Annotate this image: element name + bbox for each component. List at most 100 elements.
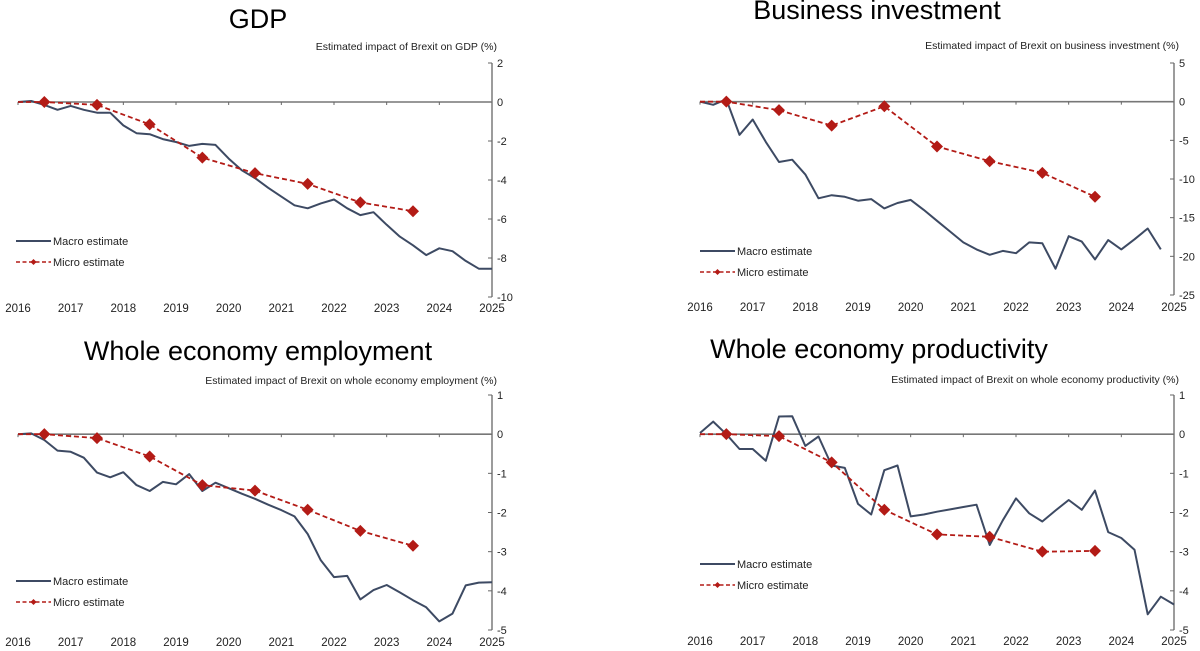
x-tick-label: 2023	[1056, 302, 1082, 314]
micro-estimate-marker	[1036, 545, 1049, 558]
micro-estimate-marker	[38, 428, 51, 441]
legend-micro-marker	[714, 582, 721, 588]
legend-micro-marker	[30, 599, 37, 605]
x-tick-label: 2020	[216, 303, 242, 315]
chart-employment: Whole economy employment Estimated impact…	[0, 320, 600, 651]
x-tick-label: 2019	[845, 302, 871, 314]
y-tick-label: -5	[1179, 135, 1189, 147]
micro-estimate-marker	[354, 524, 367, 537]
y-tick-label: -10	[497, 292, 513, 304]
micro-estimate-marker	[91, 98, 103, 111]
legend-micro-marker	[30, 259, 37, 265]
y-tick-label: 0	[497, 429, 503, 441]
x-tick-label: 2025	[1161, 302, 1187, 314]
x-tick-label: 2022	[321, 637, 347, 649]
micro-estimate-marker	[983, 155, 996, 168]
micro-estimate-marker	[196, 151, 209, 164]
x-tick-label: 2024	[1109, 302, 1135, 314]
micro-estimate-marker	[249, 167, 261, 180]
y-tick-label: -4	[497, 586, 507, 598]
y-tick-label: -4	[497, 175, 507, 187]
micro-estimate-marker	[301, 177, 314, 190]
micro-estimate-marker	[143, 450, 156, 463]
chart-title: Whole economy productivity	[710, 334, 1048, 364]
chart-employment-svg: Whole economy employment Estimated impact…	[5, 336, 507, 649]
legend-micro-label: Micro estimate	[737, 267, 809, 279]
x-tick-label: 2021	[951, 636, 977, 648]
chart-subtitle: Estimated impact of Brexit on business i…	[925, 40, 1179, 52]
y-tick-label: -2	[497, 508, 507, 520]
micro-estimate-marker	[249, 484, 261, 497]
micro-estimate-marker	[878, 100, 891, 113]
micro-estimate-marker	[91, 432, 103, 445]
x-tick-label: 2017	[58, 303, 84, 315]
micro-estimate-marker	[878, 503, 891, 516]
x-tick-label: 2016	[687, 302, 713, 314]
micro-estimate-marker	[143, 118, 156, 131]
x-tick-label: 2020	[898, 636, 924, 648]
x-tick-label: 2018	[793, 636, 819, 648]
y-tick-label: -2	[1179, 508, 1189, 520]
micro-estimate-marker	[354, 196, 367, 209]
x-tick-label: 2018	[111, 303, 137, 315]
legend-micro-marker	[714, 269, 721, 275]
y-tick-label: 2	[497, 58, 503, 70]
x-tick-label: 2020	[898, 302, 924, 314]
x-tick-label: 2019	[163, 637, 189, 649]
micro-estimate-marker	[407, 205, 419, 218]
micro-estimate-marker	[1036, 166, 1049, 179]
x-tick-label: 2025	[1161, 636, 1187, 648]
y-tick-label: -8	[497, 253, 507, 265]
y-tick-label: -20	[1179, 251, 1195, 263]
y-tick-label: -5	[1179, 625, 1189, 637]
chart-subtitle: Estimated impact of Brexit on whole econ…	[205, 375, 497, 387]
legend-micro-label: Micro estimate	[737, 580, 809, 592]
y-tick-label: -10	[1179, 174, 1195, 186]
micro-estimate-marker	[301, 503, 314, 516]
legend-macro-label: Macro estimate	[737, 559, 812, 571]
y-tick-label: -5	[497, 625, 507, 637]
micro-estimate-marker	[931, 528, 943, 541]
micro-estimate-marker	[931, 140, 943, 153]
micro-estimate-line	[18, 101, 414, 213]
micro-estimate-marker	[407, 539, 419, 552]
legend-micro-label: Micro estimate	[53, 257, 125, 269]
x-tick-label: 2024	[427, 303, 453, 315]
x-tick-label: 2018	[793, 302, 819, 314]
x-tick-label: 2021	[269, 303, 295, 315]
x-tick-label: 2016	[5, 637, 31, 649]
macro-estimate-line	[699, 98, 1162, 270]
y-tick-label: -2	[497, 136, 507, 148]
micro-estimate-marker	[38, 96, 51, 108]
micro-estimate-marker	[825, 456, 838, 469]
micro-estimate-line	[700, 100, 1096, 198]
y-tick-label: 5	[1179, 58, 1185, 70]
x-tick-label: 2020	[216, 637, 242, 649]
x-tick-label: 2022	[1003, 302, 1029, 314]
chart-gdp: GDP Estimated impact of Brexit on GDP (%)…	[0, 0, 600, 320]
micro-estimate-marker	[196, 479, 209, 492]
micro-estimate-marker	[1089, 544, 1101, 557]
x-tick-label: 2019	[845, 636, 871, 648]
y-tick-label: -6	[497, 214, 507, 226]
y-tick-label: 0	[1179, 97, 1185, 109]
micro-estimate-marker	[773, 104, 785, 117]
x-tick-label: 2022	[1003, 636, 1029, 648]
chart-title: Whole economy employment	[84, 336, 433, 366]
micro-estimate-marker	[773, 430, 785, 443]
x-tick-label: 2025	[479, 637, 505, 649]
x-tick-label: 2017	[58, 637, 84, 649]
y-tick-label: -4	[1179, 586, 1189, 598]
y-tick-label: -3	[1179, 547, 1189, 559]
chart-title: GDP	[229, 4, 288, 34]
x-tick-label: 2021	[269, 637, 295, 649]
x-tick-label: 2025	[479, 303, 505, 315]
y-tick-label: -3	[497, 547, 507, 559]
x-tick-label: 2017	[740, 302, 766, 314]
y-tick-label: -1	[497, 468, 507, 480]
chart-business-investment-svg: Business investment Estimated impact of B…	[687, 0, 1195, 314]
x-tick-label: 2024	[427, 637, 453, 649]
legend-macro-label: Macro estimate	[53, 576, 128, 588]
chart-subtitle: Estimated impact of Brexit on whole econ…	[891, 374, 1179, 386]
x-tick-label: 2023	[374, 303, 400, 315]
